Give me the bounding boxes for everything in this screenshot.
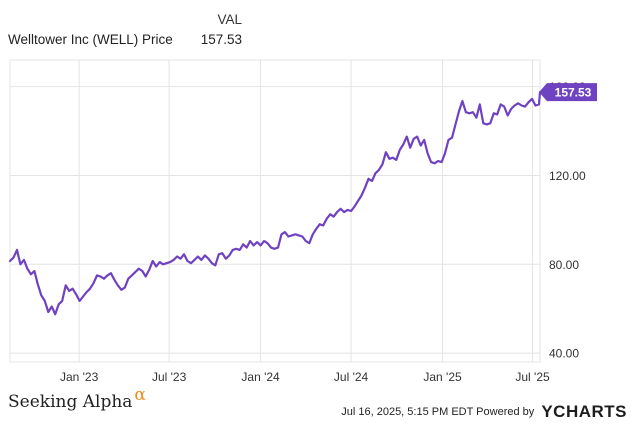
x-tick-label: Jul '23 (152, 370, 187, 384)
x-tick-label: Jul '24 (334, 370, 369, 384)
y-tick-label: 80.00 (549, 258, 579, 272)
x-tick-label: Jan '23 (60, 370, 99, 384)
y-tick-label: 120.00 (549, 169, 586, 183)
timestamp-text: Jul 16, 2025, 5:15 PM EDT Powered by (341, 406, 535, 418)
x-tick-label: Jan '24 (241, 370, 280, 384)
x-tick-label: Jan '25 (423, 370, 462, 384)
seeking-alpha-wordmark: Seeking Alpha (8, 392, 133, 412)
price-line (8, 91, 542, 316)
seeking-alpha-logo: Seeking Alpha α (8, 385, 146, 412)
last-value-tag (539, 83, 597, 102)
x-tick-label: Jul '25 (515, 370, 550, 384)
legend-series-name: Welltower Inc (WELL) Price (8, 32, 173, 47)
plot-border (9, 59, 541, 363)
chart-grid (9, 59, 541, 363)
y-tick-label: 40.00 (549, 347, 579, 361)
last-value-label: 157.53 (555, 86, 592, 100)
chart-last-value: 157.53 (539, 83, 597, 102)
legend-series-value: 157.53 (200, 32, 242, 47)
ycharts-logo: YCHARTS (541, 402, 627, 421)
legend-header: VAL (217, 12, 242, 27)
chart-footer: Jul 16, 2025, 5:15 PM EDT Powered by YCH… (341, 400, 627, 421)
alpha-symbol: α (134, 385, 146, 405)
chart-series (8, 91, 542, 316)
